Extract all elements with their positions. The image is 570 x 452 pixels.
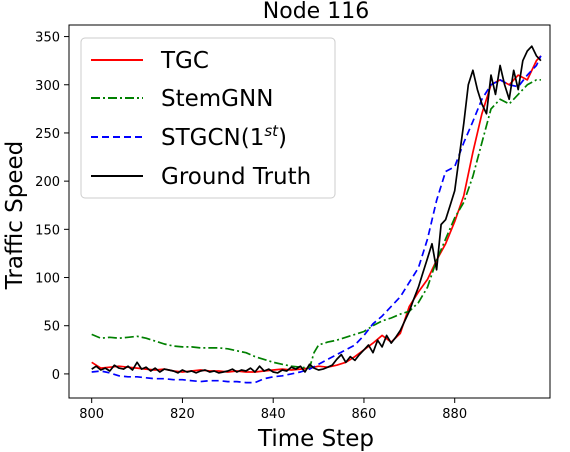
- x-axis-label: Time Step: [257, 426, 374, 452]
- x-tick-label: 880: [442, 407, 467, 422]
- x-tick-label: 800: [79, 407, 104, 422]
- y-axis-label: Traffic Speed: [2, 141, 28, 291]
- x-tick-label: 860: [352, 407, 377, 422]
- y-tick-label: 100: [35, 272, 60, 287]
- series-line-3: [91, 45, 542, 374]
- series-layer: [91, 45, 542, 384]
- x-tick-label: 820: [170, 407, 195, 422]
- plot-area-frame: [68, 24, 551, 399]
- series-line-1: [91, 79, 541, 369]
- y-tick-label: 50: [43, 320, 60, 335]
- x-axis-ticks: 800 820 840 860 880: [79, 398, 467, 422]
- series-line-2: [91, 55, 542, 384]
- legend-label-0: TGC: [160, 48, 209, 74]
- x-tick-label: 840: [261, 407, 286, 422]
- y-tick-label: 200: [35, 175, 60, 190]
- legend-label-1: StemGNN: [161, 86, 273, 112]
- legend-label-3: Ground Truth: [161, 164, 311, 190]
- chart-title: Node 116: [263, 0, 369, 24]
- legend-box: [80, 37, 336, 199]
- y-tick-label: 350: [35, 31, 60, 46]
- y-axis-ticks: 0 50 100 150 200 250 300 350: [35, 31, 69, 383]
- y-tick-label: 0: [52, 368, 60, 383]
- y-tick-label: 150: [35, 223, 60, 238]
- y-tick-label: 250: [35, 127, 60, 142]
- y-tick-label: 300: [35, 79, 60, 94]
